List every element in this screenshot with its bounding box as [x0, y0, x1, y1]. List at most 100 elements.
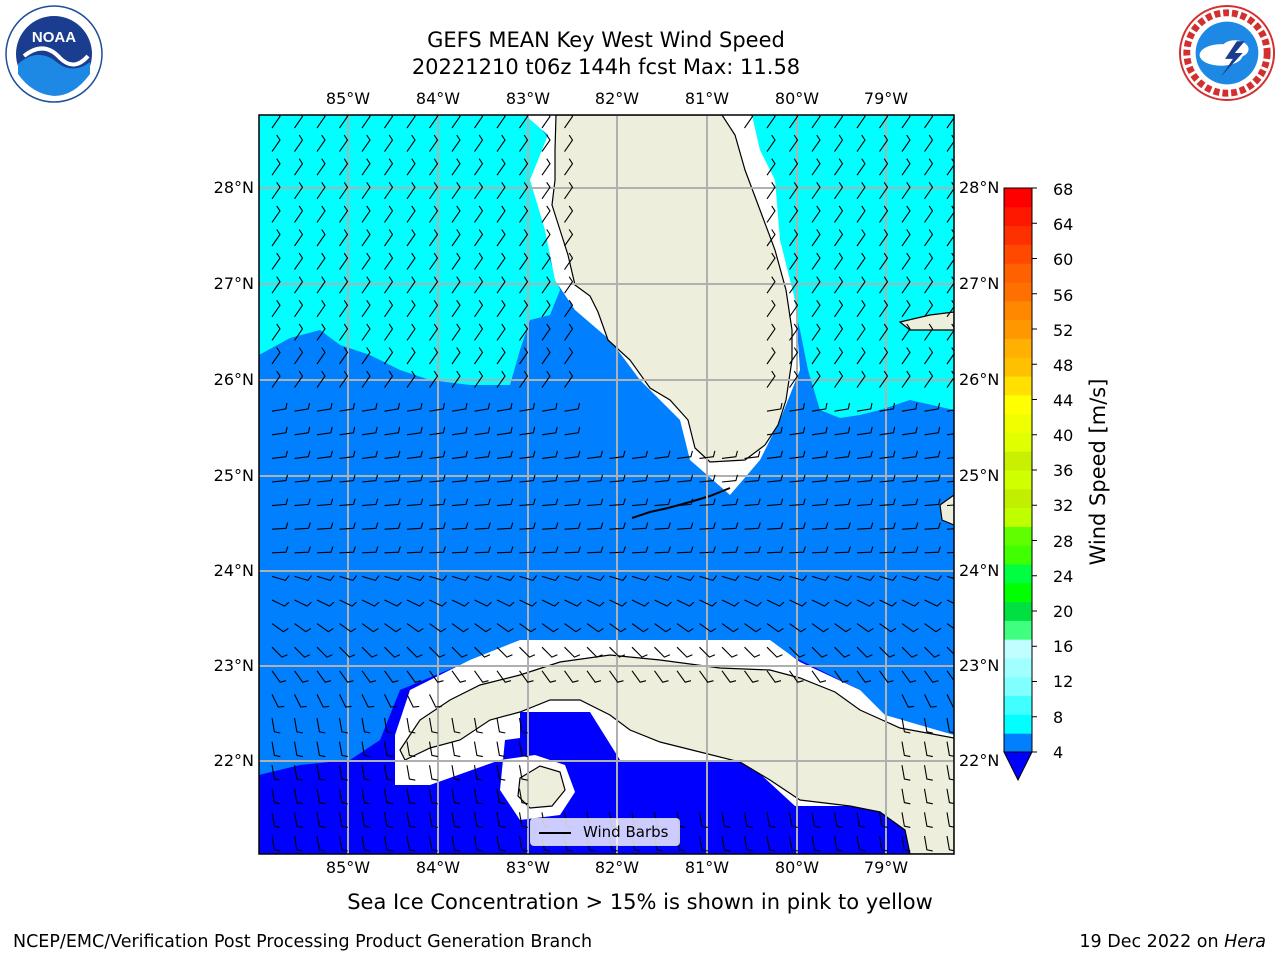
- wind-barb: [496, 276, 506, 294]
- wind-barb: [901, 252, 911, 270]
- wind-barb: [721, 522, 739, 530]
- wind-barb: [924, 694, 937, 708]
- wind-barb: [271, 694, 285, 708]
- wind-barb: [519, 498, 536, 507]
- wind-barb: [496, 741, 506, 758]
- wind-barb: [609, 670, 624, 683]
- wind-band-8-12-atlantic: [752, 115, 954, 418]
- wind-barb: [541, 252, 551, 270]
- wind-barb: [856, 599, 875, 607]
- wind-barb: [518, 835, 528, 852]
- wind-barb: [451, 498, 469, 507]
- wind-barb: [676, 546, 694, 554]
- colorbar-bin: [1004, 564, 1032, 584]
- wind-barb: [294, 134, 304, 152]
- wind-barb: [564, 276, 574, 294]
- wind-barb: [811, 229, 821, 247]
- wind-barb: [339, 646, 356, 658]
- isla-juventud: [517, 765, 566, 809]
- wind-barb: [564, 299, 574, 318]
- wind-barb: [541, 134, 551, 152]
- wind-barb: [766, 115, 776, 129]
- wind-barb: [316, 229, 326, 247]
- lat-label-right: 24°N: [959, 561, 1000, 580]
- wind-barb: [879, 575, 898, 582]
- wind-barb: [316, 402, 333, 412]
- wind-barb: [316, 812, 326, 828]
- wind-barb: [339, 205, 349, 223]
- wind-barb: [428, 741, 438, 758]
- colorbar-bin: [1004, 582, 1032, 603]
- wind-barb: [406, 546, 424, 554]
- wind-barb: [361, 450, 378, 459]
- wind-barb: [811, 370, 821, 388]
- wind-barb: [339, 522, 356, 530]
- lat-label-left: 27°N: [213, 274, 254, 293]
- wind-barb: [361, 575, 380, 582]
- wind-barb: [474, 299, 484, 318]
- wind-barb: [451, 741, 461, 758]
- wind-barb: [339, 546, 356, 554]
- bahamas-land: [898, 311, 954, 331]
- wind-barb: [901, 812, 911, 828]
- wind-barb: [879, 402, 896, 412]
- wind-barb: [901, 474, 919, 483]
- wind-barb: [856, 299, 866, 318]
- wind-barb: [429, 323, 439, 341]
- wind-barb: [316, 299, 326, 318]
- wind-barb: [451, 181, 461, 200]
- wind-barb: [766, 402, 783, 412]
- wind-barb: [406, 370, 416, 388]
- wind-barb: [316, 599, 335, 607]
- wind-barb: [451, 575, 470, 582]
- wind-barb: [451, 646, 468, 658]
- wind-barb: [901, 741, 911, 758]
- wind-barb: [631, 498, 649, 507]
- wind-barb: [586, 474, 604, 483]
- wind-barb: [361, 835, 371, 852]
- map-area: [259, 115, 954, 854]
- wind-barb: [856, 402, 873, 412]
- wind-barb: [361, 276, 371, 294]
- colorbar-bin: [1004, 263, 1032, 283]
- colorbar-tick-label: 20: [1053, 602, 1074, 621]
- wind-barb: [406, 835, 416, 852]
- wind-barb: [631, 599, 650, 607]
- wind-barb: [406, 134, 416, 152]
- wind-barb: [631, 522, 649, 530]
- wind-barb: [789, 299, 799, 318]
- legend-label: Wind Barbs: [583, 823, 669, 841]
- chart-subtitle: 20221210 t06z 144h fcst Max: 11.58: [411, 55, 801, 79]
- wind-barb: [541, 229, 551, 247]
- wind-barb: [429, 115, 439, 129]
- lon-label-top: 84°W: [415, 89, 461, 108]
- wind-barb: [339, 229, 349, 247]
- wind-barb: [361, 158, 371, 176]
- wind-barb: [879, 498, 896, 507]
- wind-barb: [946, 115, 954, 129]
- wind-barb: [676, 450, 693, 459]
- wind-barb: [901, 229, 911, 247]
- wind-barb: [519, 158, 529, 176]
- wind-barb: [789, 229, 799, 247]
- wind-barb: [316, 474, 334, 483]
- wind-barb: [451, 370, 461, 388]
- wind-barb: [699, 646, 716, 658]
- wind-barb: [361, 670, 377, 683]
- wind-barb: [339, 474, 356, 483]
- wind-barb: [474, 370, 484, 388]
- wind-barb: [946, 229, 954, 247]
- wind-barb: [316, 498, 334, 507]
- wind-barb: [339, 323, 349, 341]
- wind-barb: [271, 498, 289, 507]
- wind-barb: [338, 812, 348, 828]
- wind-barb: [451, 276, 461, 294]
- colorbar-tick-label: 4: [1053, 743, 1064, 762]
- colorbar-tick-label: 40: [1053, 426, 1074, 445]
- wind-barb: [744, 599, 762, 607]
- wind-barb: [451, 599, 470, 607]
- wind-barb: [474, 498, 491, 507]
- wind-barb: [811, 299, 821, 318]
- wind-barb: [519, 646, 536, 658]
- wind-barb: [429, 575, 448, 582]
